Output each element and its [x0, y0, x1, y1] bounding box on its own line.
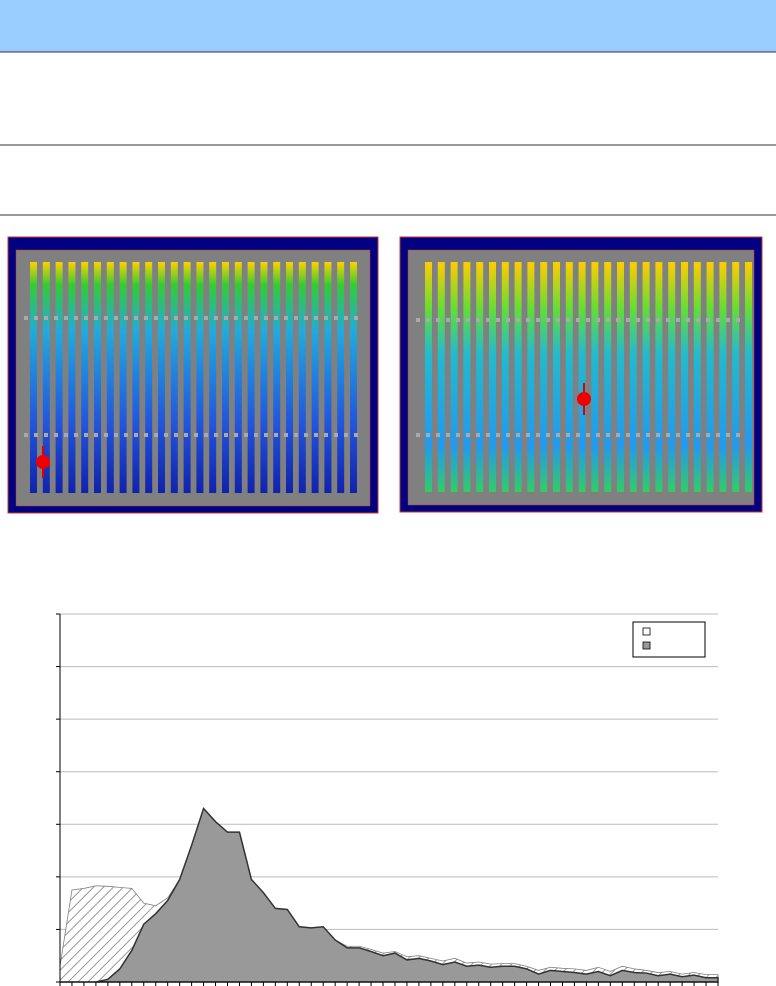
heat-bar	[501, 262, 509, 492]
heat-bar	[286, 262, 293, 493]
marker-dot	[36, 455, 50, 469]
heat-bar	[668, 262, 676, 492]
heat-bar	[55, 262, 63, 493]
legend-box	[632, 621, 706, 658]
header-bar	[0, 0, 776, 52]
heat-bar	[476, 262, 484, 492]
heat-bar	[642, 262, 650, 492]
heat-bar	[693, 262, 701, 492]
heat-bar	[260, 262, 268, 493]
heat-bar	[234, 262, 242, 493]
heat-bar	[604, 262, 612, 492]
legend-swatch	[642, 641, 651, 650]
heat-bar	[42, 262, 50, 493]
heat-bar	[514, 262, 522, 492]
heat-bar	[553, 262, 560, 492]
heat-bar	[655, 262, 663, 492]
heat-bar	[578, 262, 586, 492]
heat-bar	[145, 262, 153, 493]
heat-bar	[719, 262, 727, 492]
legend-swatch	[642, 627, 651, 636]
heat-bar	[247, 262, 255, 493]
heat-bar	[732, 262, 740, 492]
heat-bar	[222, 262, 229, 493]
heat-bar	[196, 262, 204, 493]
heat-bar	[324, 262, 332, 493]
heat-bar	[565, 262, 573, 492]
heat-bar	[450, 262, 458, 492]
heat-bar	[209, 262, 217, 493]
area	[60, 807, 719, 983]
heat-bar	[273, 262, 281, 493]
heat-bar	[463, 262, 471, 492]
heat-bar	[629, 262, 637, 492]
heat-bar	[81, 262, 89, 493]
heat-bar	[489, 262, 496, 492]
heatmap-panels	[7, 236, 763, 514]
area-chart	[56, 613, 719, 986]
heat-bar	[540, 262, 548, 492]
heat-bar	[706, 262, 714, 492]
heat-bar	[591, 262, 599, 492]
heat-bar	[68, 262, 76, 493]
heat-bar	[745, 262, 752, 492]
marker-dot	[577, 392, 591, 406]
legend	[632, 621, 706, 658]
heat-bar	[106, 262, 114, 493]
heat-bar	[617, 262, 624, 492]
heat-bar	[337, 262, 345, 493]
heat-bar	[527, 262, 535, 492]
heat-bar	[425, 262, 432, 492]
heat-bar	[298, 262, 306, 493]
heat-bar	[350, 262, 357, 493]
heat-bar	[183, 262, 191, 493]
heat-bar	[30, 262, 37, 493]
heat-bar	[132, 262, 140, 493]
heat-bar	[681, 262, 688, 492]
heat-bar	[437, 262, 445, 492]
heat-bar	[311, 262, 319, 493]
heat-bar	[170, 262, 178, 493]
heat-bar	[94, 262, 101, 493]
heat-bar	[158, 262, 165, 493]
heat-bar	[119, 262, 127, 493]
